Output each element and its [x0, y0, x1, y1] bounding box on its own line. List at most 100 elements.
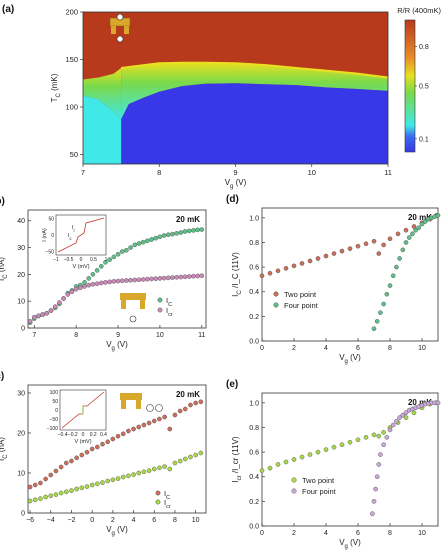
series-0: [259, 213, 439, 279]
x-tick-label: 8: [388, 530, 392, 537]
data-point: [307, 258, 313, 264]
data-point: [115, 476, 121, 481]
data-point: [339, 442, 345, 448]
y-tick-label: 40: [17, 218, 25, 225]
data-point: [339, 248, 345, 254]
panel-label: (b): [0, 196, 5, 207]
inset-x-label: V (mV): [72, 264, 89, 270]
data-point: [84, 484, 90, 489]
data-point: [381, 442, 386, 448]
data-point: [151, 418, 157, 424]
data-point: [435, 213, 441, 218]
data-point: [394, 264, 399, 270]
data-point: [193, 400, 198, 406]
device-bar: [120, 393, 142, 400]
y-tick-label: 10: [17, 471, 25, 478]
colorbar-tick-label: 0.8: [419, 44, 429, 51]
data-point: [120, 431, 126, 437]
data-point: [89, 482, 95, 488]
data-point: [32, 482, 38, 488]
data-point: [416, 225, 422, 231]
y-tick-label: 1.0: [249, 215, 259, 222]
data-point: [376, 251, 382, 256]
data-point: [128, 277, 133, 283]
data-point: [82, 284, 87, 289]
x-tick-label: −4: [47, 517, 55, 524]
x-tick-label: 4: [132, 517, 136, 524]
data-point: [74, 455, 79, 461]
data-point: [157, 276, 163, 281]
data-point: [198, 450, 204, 456]
inset-y-tick-label: −50: [50, 417, 59, 423]
data-point: [53, 468, 59, 474]
data-point: [27, 484, 33, 490]
device-leg: [121, 400, 126, 409]
series-0: [27, 227, 205, 325]
x-axis-label: Vg (V): [225, 178, 247, 190]
data-point: [131, 472, 136, 477]
data-point: [347, 439, 353, 445]
data-point: [400, 247, 406, 253]
plot-frame: [261, 392, 439, 527]
meter-symbol: [146, 404, 154, 412]
inset-y-tick-label: 50: [52, 399, 58, 405]
panel-e: (e) 0 2 4 6 8 10 0.0 0.2 0.4 0.6 0.8 1.0 Vg (V) Icr /I…: [226, 379, 441, 550]
data-point: [115, 251, 121, 257]
y-tick-label: 0.0: [249, 339, 259, 346]
data-point: [397, 256, 402, 261]
data-point: [79, 452, 85, 458]
data-point: [146, 420, 152, 426]
data-point: [90, 281, 96, 287]
data-point: [94, 268, 100, 273]
data-point: [131, 426, 136, 432]
data-point: [347, 246, 353, 251]
data-point: [410, 231, 415, 237]
data-point: [183, 406, 188, 412]
colorbar-tick-label: 0.5: [419, 84, 429, 91]
data-point: [363, 241, 369, 247]
data-point: [149, 237, 154, 242]
data-point: [48, 472, 54, 478]
data-point: [323, 447, 329, 452]
x-tick-label: 8: [388, 345, 392, 352]
data-point: [145, 238, 150, 244]
data-point: [390, 273, 396, 279]
data-point: [183, 456, 188, 462]
data-point: [136, 424, 142, 430]
temperature-annotation: 20 mK: [176, 215, 200, 224]
data-point: [157, 234, 163, 240]
panel-label: (a): [2, 4, 14, 15]
source-symbol: [155, 404, 163, 412]
data-point: [283, 459, 289, 465]
data-point: [124, 247, 129, 253]
legend-label: IC: [166, 296, 172, 308]
temperature-annotation: 20 mK: [408, 213, 432, 222]
data-point: [435, 400, 441, 406]
data-point: [126, 428, 131, 434]
data-point: [95, 444, 100, 450]
data-point: [384, 291, 390, 297]
data-point: [161, 275, 167, 281]
data-point: [36, 313, 41, 319]
data-point: [198, 399, 204, 405]
data-point: [376, 433, 382, 439]
x-tick-label: 6: [152, 517, 156, 524]
data-point: [31, 314, 37, 320]
legend-label: Icr: [164, 498, 171, 510]
data-point: [374, 474, 380, 480]
data-point: [172, 460, 178, 466]
x-tick-label: 11: [384, 168, 392, 177]
data-point: [170, 231, 175, 237]
data-point: [149, 276, 154, 282]
data-point: [128, 245, 133, 250]
data-point: [394, 419, 399, 424]
data-point: [400, 412, 406, 418]
series-1: [27, 273, 205, 324]
data-point: [283, 266, 289, 271]
legend-marker: [157, 307, 163, 313]
data-point: [65, 292, 71, 297]
y-tick-label: 200: [65, 8, 78, 17]
x-axis-label: Vg (V): [339, 353, 361, 365]
